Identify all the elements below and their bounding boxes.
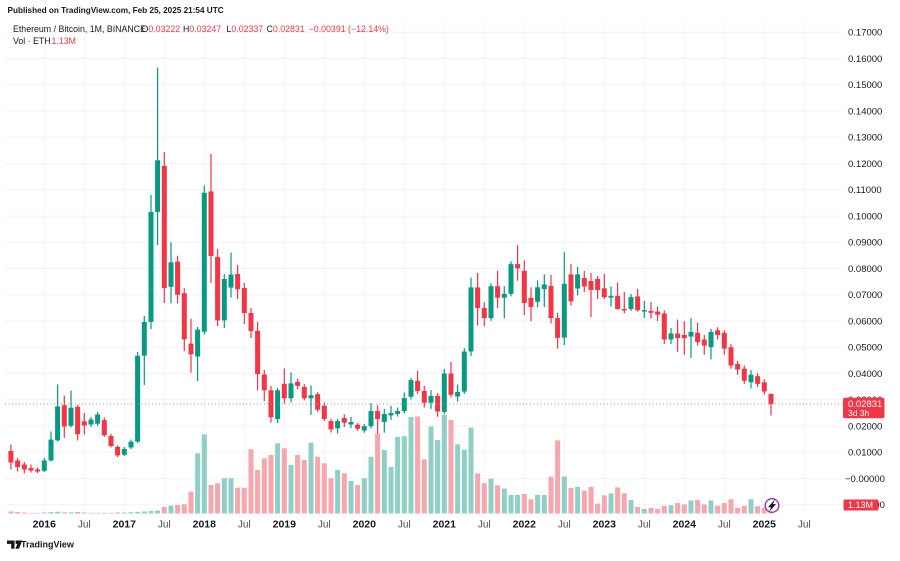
svg-text:0.15000: 0.15000 bbox=[848, 80, 882, 91]
svg-text:0.11000: 0.11000 bbox=[848, 185, 882, 196]
svg-text:Jul: Jul bbox=[718, 520, 731, 531]
svg-text:0.05000: 0.05000 bbox=[848, 343, 882, 354]
svg-text:Jul: Jul bbox=[238, 520, 251, 531]
svg-text:3d 3h: 3d 3h bbox=[848, 408, 870, 418]
svg-text:Jul: Jul bbox=[398, 520, 411, 531]
svg-text:0.08000: 0.08000 bbox=[848, 264, 882, 275]
svg-text:Jul: Jul bbox=[318, 520, 331, 531]
svg-text:2024: 2024 bbox=[673, 519, 697, 531]
svg-text:0.09000: 0.09000 bbox=[848, 238, 882, 249]
svg-text:Jul: Jul bbox=[638, 520, 651, 531]
svg-text:2019: 2019 bbox=[273, 519, 297, 531]
svg-text:Jul: Jul bbox=[478, 520, 491, 531]
svg-text:Jul: Jul bbox=[798, 520, 811, 531]
svg-text:C0.02831−0.00391 (−12.14%): C0.02831 −0.00391 (−12.14%) bbox=[267, 24, 389, 34]
svg-text:Vol · ETH: Vol · ETH bbox=[13, 36, 51, 46]
svg-text:TradingView: TradingView bbox=[21, 540, 75, 550]
svg-text:0.10000: 0.10000 bbox=[848, 212, 882, 223]
svg-text:0.04000: 0.04000 bbox=[848, 369, 882, 380]
svg-text:Published on TradingView.com,: Published on TradingView.com, Feb 25, 20… bbox=[8, 6, 224, 15]
svg-text:0.07000: 0.07000 bbox=[848, 290, 882, 301]
svg-text:2016: 2016 bbox=[33, 519, 57, 531]
svg-text:0.14000: 0.14000 bbox=[848, 107, 882, 118]
svg-text:2018: 2018 bbox=[193, 519, 217, 531]
svg-text:H0.03247: H0.03247 bbox=[183, 24, 221, 34]
svg-text:2025: 2025 bbox=[753, 519, 777, 531]
svg-text:0.17000: 0.17000 bbox=[848, 28, 882, 39]
svg-text:Jul: Jul bbox=[558, 520, 571, 531]
svg-text:1.13M: 1.13M bbox=[848, 500, 873, 510]
svg-text:O0.03222: O0.03222 bbox=[142, 24, 181, 34]
svg-text:0.12000: 0.12000 bbox=[848, 159, 882, 170]
svg-text:0.13000: 0.13000 bbox=[848, 133, 882, 144]
svg-text:L0.02337: L0.02337 bbox=[227, 24, 264, 34]
svg-text:2021: 2021 bbox=[433, 519, 457, 531]
svg-text:0.06000: 0.06000 bbox=[848, 316, 882, 327]
svg-text:2020: 2020 bbox=[353, 519, 377, 531]
svg-text:2022: 2022 bbox=[513, 519, 537, 531]
svg-text:0.02831: 0.02831 bbox=[848, 399, 882, 410]
svg-text:1.13M: 1.13M bbox=[52, 36, 76, 46]
svg-text:−0.00000: −0.00000 bbox=[845, 474, 885, 485]
svg-text:0.02000: 0.02000 bbox=[848, 421, 882, 432]
svg-text:2017: 2017 bbox=[113, 519, 137, 531]
svg-text:0.01000: 0.01000 bbox=[848, 448, 882, 459]
svg-text:Ethereum / Bitcoin, 1M, BINANC: Ethereum / Bitcoin, 1M, BINANCE bbox=[13, 24, 146, 34]
svg-text:0.16000: 0.16000 bbox=[848, 54, 882, 65]
svg-text:Jul: Jul bbox=[78, 520, 91, 531]
svg-text:2023: 2023 bbox=[593, 519, 617, 531]
svg-text:Jul: Jul bbox=[158, 520, 171, 531]
